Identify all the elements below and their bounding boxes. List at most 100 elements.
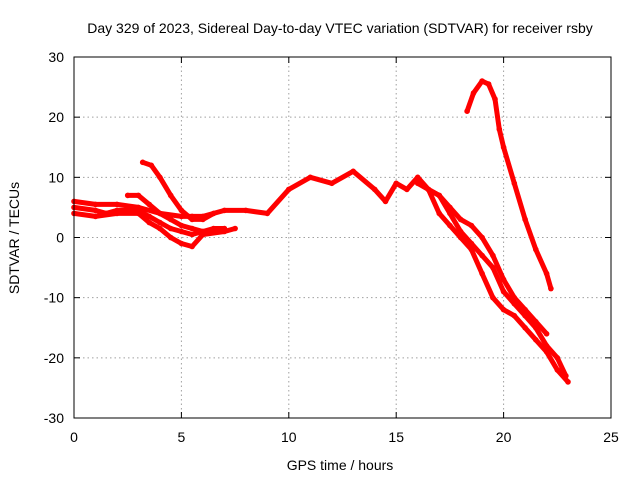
data-point-trace-a bbox=[286, 186, 292, 193]
data-point-trace-f bbox=[457, 216, 464, 223]
data-point-trace-h bbox=[464, 108, 470, 114]
data-point-trace-a bbox=[350, 168, 357, 175]
data-point-trace-h bbox=[500, 144, 507, 151]
data-point-trace-e bbox=[157, 174, 163, 181]
data-point-trace-a bbox=[436, 210, 443, 217]
series-layer bbox=[71, 78, 571, 385]
series-line-trace-c bbox=[71, 210, 238, 249]
data-point-trace-g bbox=[533, 325, 539, 331]
data-point-trace-a bbox=[243, 207, 249, 214]
data-point-trace-h bbox=[492, 96, 498, 102]
data-point-trace-h bbox=[470, 90, 477, 96]
data-point-trace-a bbox=[490, 294, 496, 301]
data-point-trace-g bbox=[457, 228, 464, 235]
data-point-trace-g bbox=[479, 252, 485, 259]
x-axis-label: GPS time / hours bbox=[287, 457, 394, 473]
data-point-trace-c bbox=[114, 210, 120, 217]
y-axis-label: SDTVAR / TECUs bbox=[6, 182, 22, 294]
data-point-trace-c bbox=[92, 213, 99, 220]
data-point-trace-a bbox=[329, 180, 335, 187]
data-point-trace-f bbox=[468, 222, 475, 229]
data-point-trace-a bbox=[447, 222, 453, 229]
data-point-trace-g bbox=[563, 373, 569, 379]
data-point-trace-e bbox=[148, 162, 155, 169]
data-point-trace-b bbox=[167, 225, 174, 232]
data-point-trace-e bbox=[200, 216, 206, 223]
y-tick-label: -30 bbox=[44, 410, 64, 426]
data-point-trace-b bbox=[178, 228, 185, 235]
data-point-trace-a bbox=[554, 367, 561, 373]
data-point-trace-g bbox=[425, 186, 432, 193]
data-point-trace-g bbox=[500, 288, 507, 295]
data-point-trace-a bbox=[393, 180, 400, 187]
data-point-trace-a bbox=[178, 213, 185, 220]
data-point-trace-g bbox=[554, 355, 561, 361]
data-point-trace-a bbox=[307, 174, 314, 181]
data-point-trace-h bbox=[479, 78, 485, 84]
data-point-trace-b bbox=[210, 225, 217, 232]
data-point-trace-c bbox=[157, 225, 163, 232]
data-point-trace-d bbox=[200, 228, 206, 235]
y-tick-label: 30 bbox=[48, 49, 64, 65]
data-point-trace-a bbox=[404, 186, 410, 193]
y-tick-label: 20 bbox=[48, 109, 64, 125]
data-point-trace-g bbox=[522, 312, 528, 319]
x-tick-label: 20 bbox=[496, 429, 512, 445]
data-point-trace-d bbox=[135, 192, 142, 199]
data-point-trace-g bbox=[436, 192, 443, 199]
data-point-trace-a bbox=[221, 207, 228, 214]
data-point-trace-h bbox=[533, 246, 539, 253]
data-point-trace-a bbox=[479, 270, 485, 277]
data-point-trace-a bbox=[414, 174, 421, 181]
data-point-trace-f bbox=[543, 331, 550, 337]
data-point-trace-a bbox=[264, 210, 271, 217]
data-point-trace-f bbox=[500, 276, 507, 283]
data-point-trace-a bbox=[533, 337, 539, 343]
data-point-trace-a bbox=[500, 306, 507, 313]
data-point-trace-b bbox=[92, 207, 99, 214]
data-point-trace-f bbox=[479, 234, 485, 241]
data-point-trace-a bbox=[511, 312, 518, 319]
data-point-trace-a bbox=[114, 201, 120, 208]
y-tick-label: -20 bbox=[44, 350, 64, 366]
y-tick-label: -10 bbox=[44, 290, 64, 306]
data-point-trace-d bbox=[167, 216, 174, 223]
y-tick-label: 0 bbox=[56, 230, 64, 246]
grid-layer bbox=[74, 57, 611, 418]
data-point-trace-h bbox=[496, 126, 503, 132]
data-point-trace-c bbox=[167, 234, 174, 241]
x-tick-label: 15 bbox=[388, 429, 404, 445]
data-point-trace-h bbox=[522, 216, 528, 223]
data-point-trace-c bbox=[135, 210, 142, 217]
data-point-trace-b bbox=[157, 219, 163, 226]
data-point-trace-e bbox=[167, 192, 174, 199]
data-point-trace-h bbox=[511, 180, 518, 187]
data-point-trace-c bbox=[232, 225, 238, 232]
data-point-trace-d bbox=[146, 201, 152, 208]
data-point-trace-c bbox=[146, 219, 152, 226]
data-point-trace-a bbox=[371, 186, 378, 193]
data-point-trace-h bbox=[548, 285, 554, 292]
axis-layer: 0 5 10 15 20 25 -30 -20 -10 0 10 20 30 bbox=[44, 49, 619, 445]
chart-title: Day 329 of 2023, Sidereal Day-to-day VTE… bbox=[87, 20, 593, 36]
data-point-trace-d bbox=[178, 222, 185, 229]
data-point-trace-d bbox=[157, 210, 163, 217]
data-point-trace-d bbox=[124, 192, 131, 199]
data-point-trace-e bbox=[210, 210, 217, 217]
data-point-trace-a bbox=[565, 379, 571, 385]
data-point-trace-f bbox=[414, 180, 421, 187]
data-point-trace-b bbox=[146, 213, 152, 220]
data-point-trace-g bbox=[468, 240, 475, 247]
plot-frame bbox=[73, 56, 612, 419]
data-point-trace-c bbox=[178, 240, 185, 247]
data-point-trace-f bbox=[490, 252, 496, 259]
data-point-trace-e bbox=[178, 207, 185, 214]
data-point-trace-h bbox=[543, 270, 550, 277]
data-point-trace-g bbox=[543, 343, 550, 349]
data-point-trace-c bbox=[221, 228, 228, 235]
x-tick-label: 5 bbox=[178, 429, 186, 445]
data-point-trace-d bbox=[189, 225, 195, 232]
data-point-trace-e bbox=[189, 216, 195, 223]
